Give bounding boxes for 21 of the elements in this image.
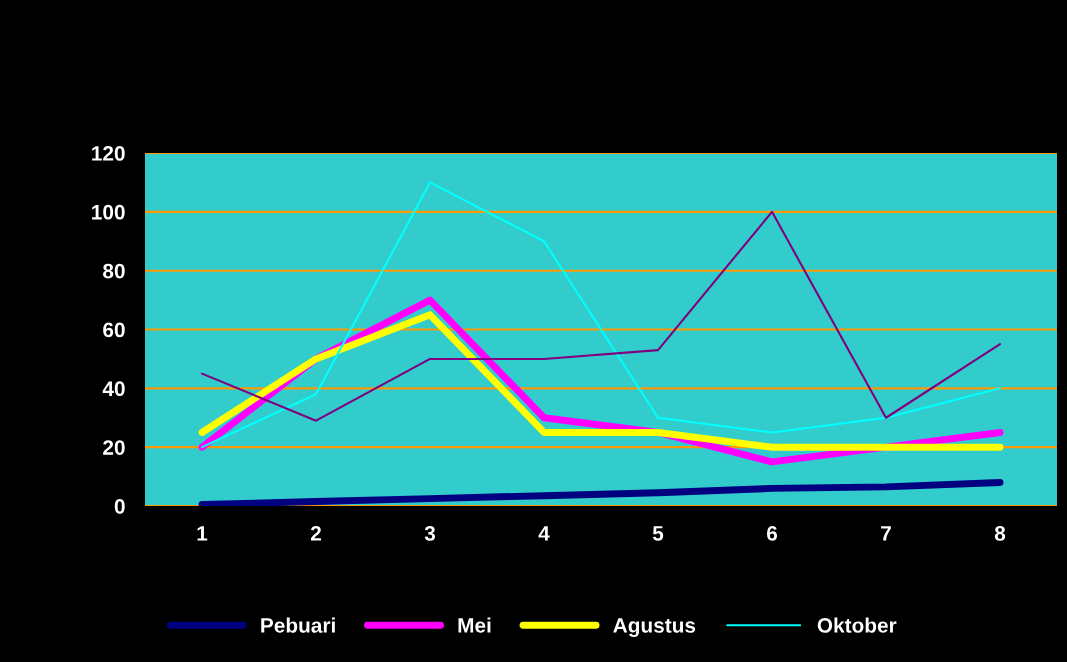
legend-label: Pebuari: [261, 617, 335, 633]
y-tick-label: 60: [103, 322, 125, 338]
x-tick-label: 3: [424, 525, 436, 541]
legend-label: Mei: [458, 617, 491, 633]
x-tick-label: 8: [994, 525, 1006, 541]
x-tick-label: 2: [310, 525, 321, 541]
y-tick-label: 0: [114, 499, 125, 514]
y-tick-label: 20: [103, 440, 125, 455]
x-tick-label: 5: [652, 526, 664, 541]
line-series: [200, 210, 1002, 422]
x-tick-label: 7: [881, 526, 891, 541]
legend-label: Oktober: [817, 617, 897, 633]
x-tick-label: 1: [197, 526, 208, 541]
line-series: [200, 181, 1002, 449]
x-tick-label: 4: [538, 526, 550, 541]
y-tick-label: 80: [103, 263, 125, 279]
x-tick-label: 6: [766, 525, 778, 541]
y-tick-label: 120: [92, 146, 125, 161]
y-tick-label: 100: [92, 204, 125, 220]
legend-label: Agustus: [613, 618, 696, 637]
y-tick-label: 40: [102, 381, 125, 397]
